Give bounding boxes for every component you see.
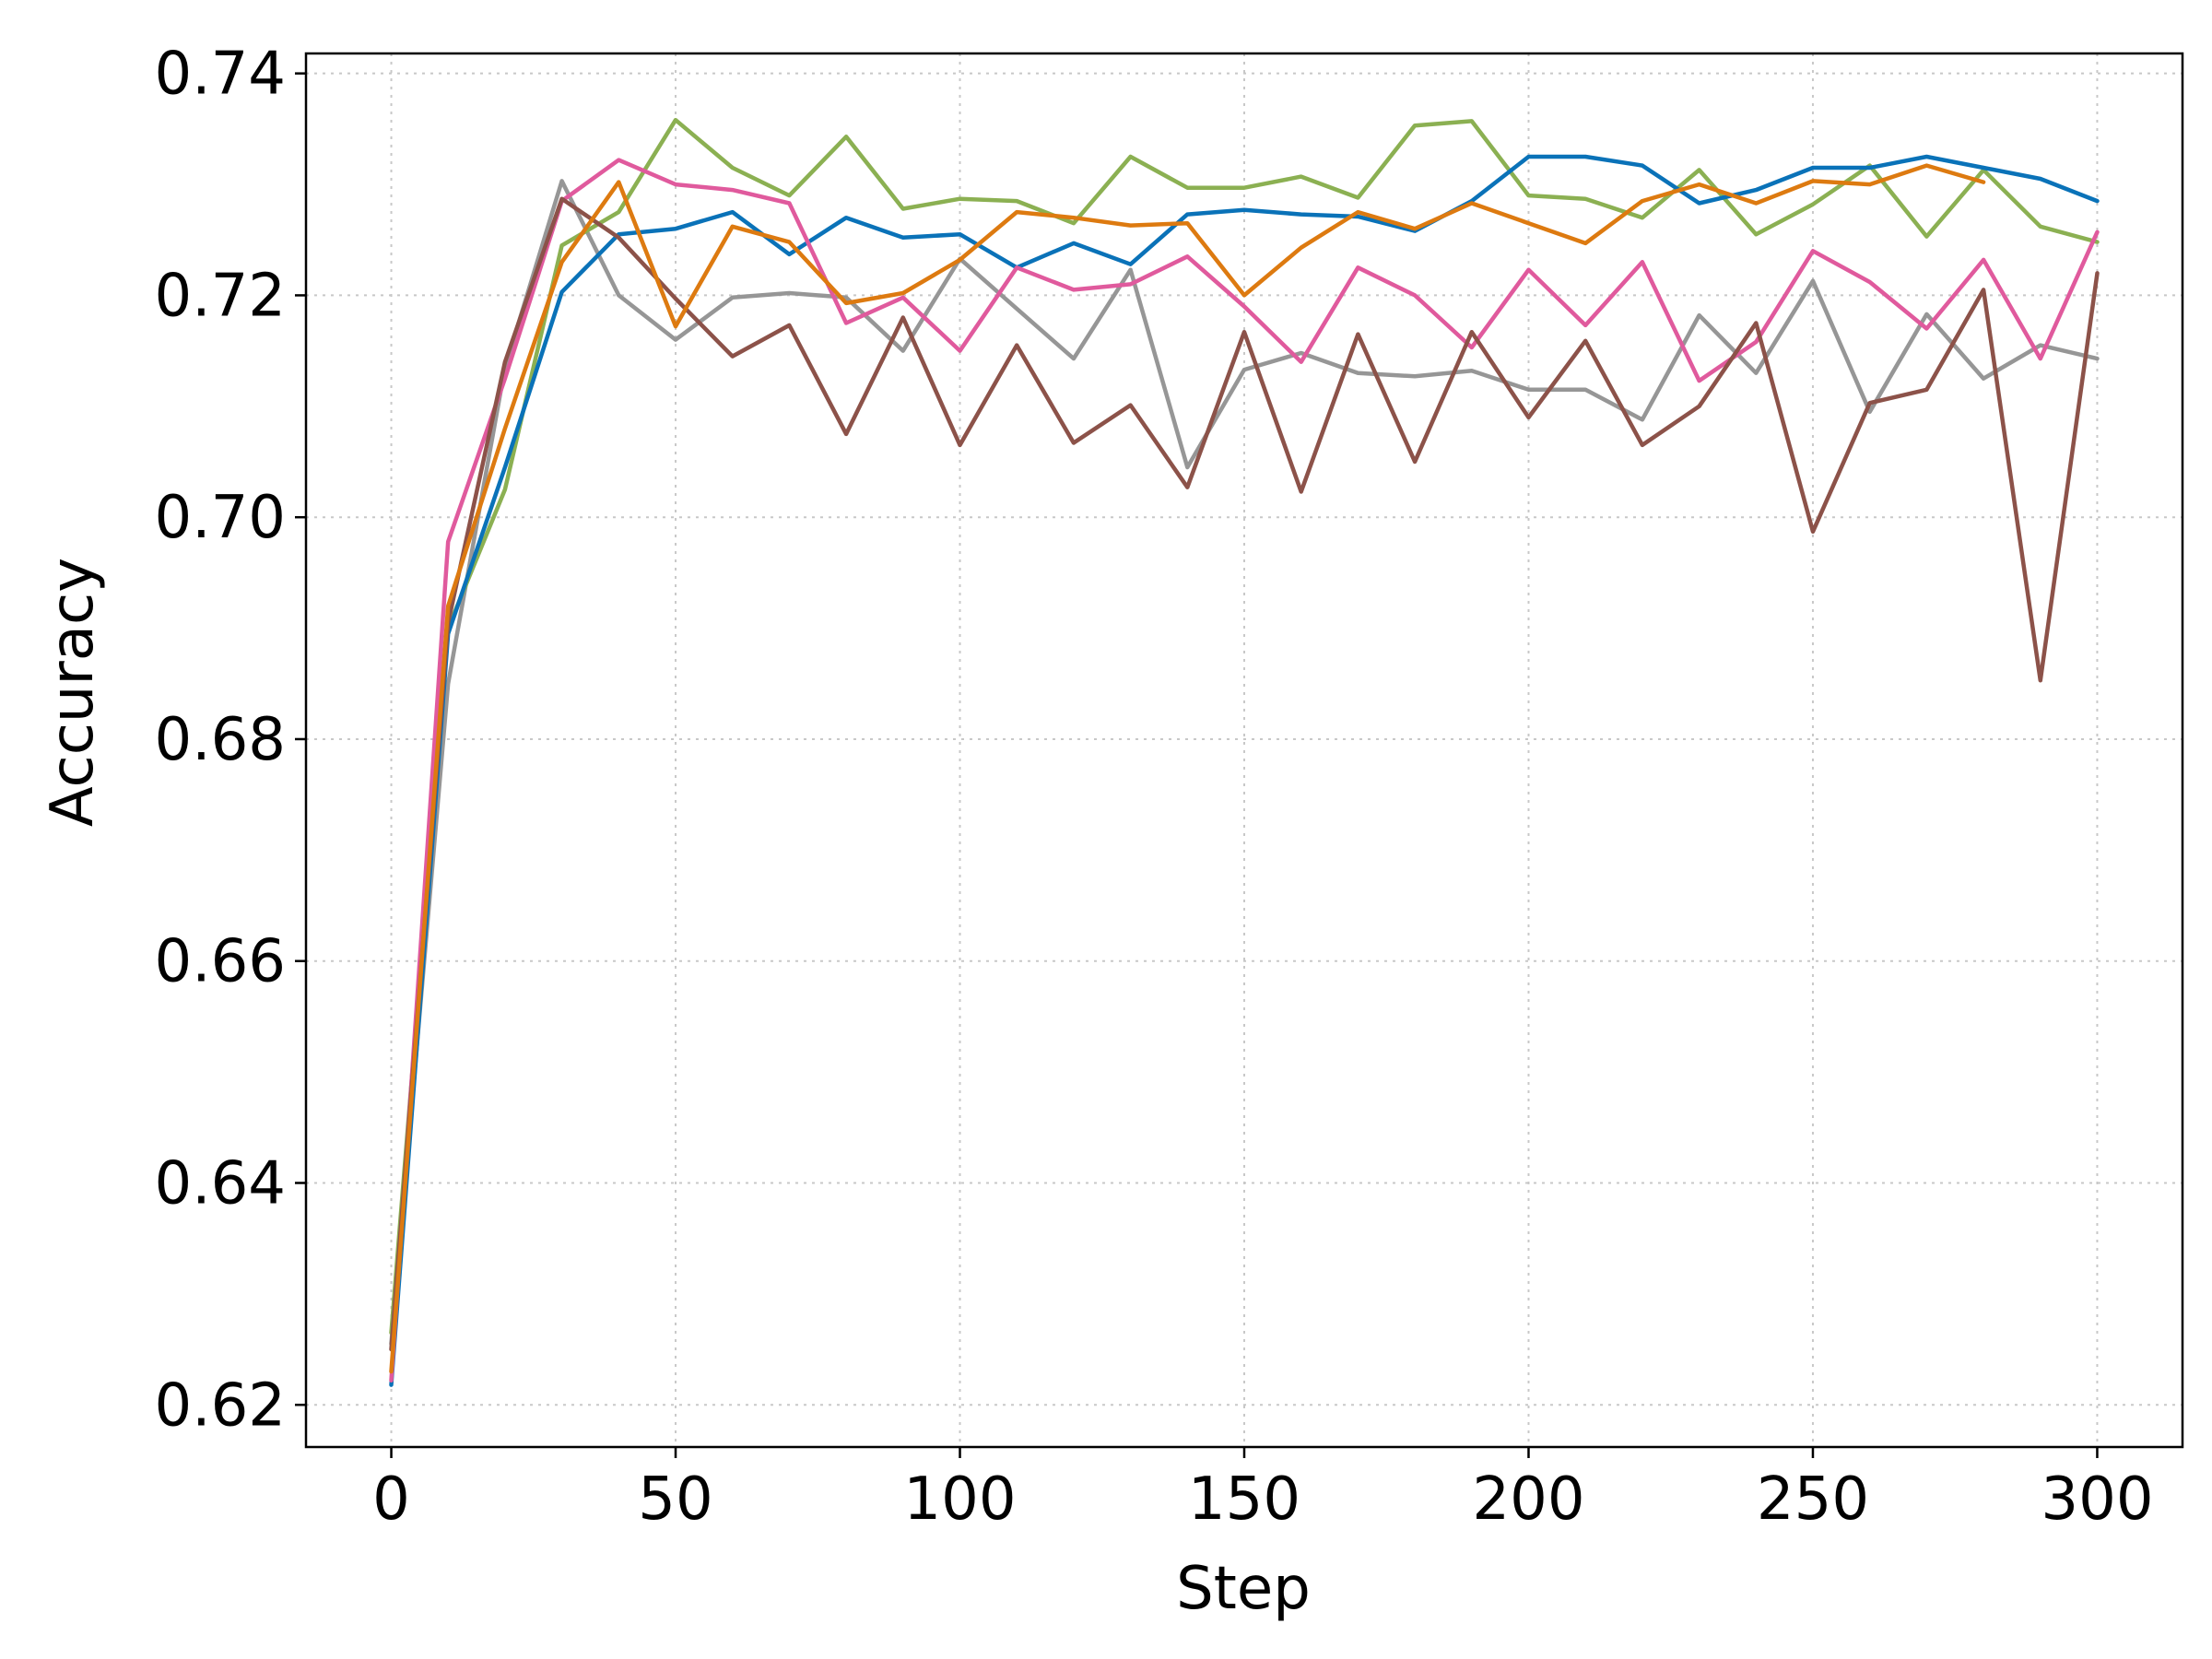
series-line-1: [389, 179, 2100, 1347]
x-tick-label: 150: [1188, 1465, 1300, 1534]
y-tick-label: 0.64: [155, 1149, 287, 1218]
series-layer: [389, 117, 2100, 1387]
x-tick-label: 50: [638, 1465, 712, 1534]
series-line-6: [389, 163, 1986, 1374]
x-tick-label: 200: [1472, 1465, 1584, 1534]
series-line-3: [389, 154, 2100, 1387]
y-tick-label: 0.68: [155, 706, 287, 774]
y-axis-label: Accuracy: [39, 558, 107, 827]
series-line-5: [389, 196, 2100, 1352]
series-line-4: [389, 158, 2100, 1383]
x-axis-label: Step: [1176, 1555, 1311, 1623]
y-axis-ticks: 0.62 0.64 0.66 0.68 0.70 0.72 0.74: [155, 41, 306, 1440]
x-tick-label: 300: [2041, 1465, 2153, 1534]
y-tick-label: 0.74: [155, 41, 287, 109]
x-tick-label: 0: [372, 1465, 410, 1534]
y-tick-label: 0.72: [155, 262, 287, 330]
series-line-2: [389, 117, 2100, 1335]
y-tick-label: 0.70: [155, 484, 287, 552]
y-tick-label: 0.62: [155, 1371, 287, 1440]
x-tick-label: 250: [1757, 1465, 1869, 1534]
x-tick-label: 100: [903, 1465, 1016, 1534]
x-axis-ticks: 0 50 100 150 200 250 300: [372, 1447, 2154, 1534]
y-tick-label: 0.66: [155, 928, 287, 996]
